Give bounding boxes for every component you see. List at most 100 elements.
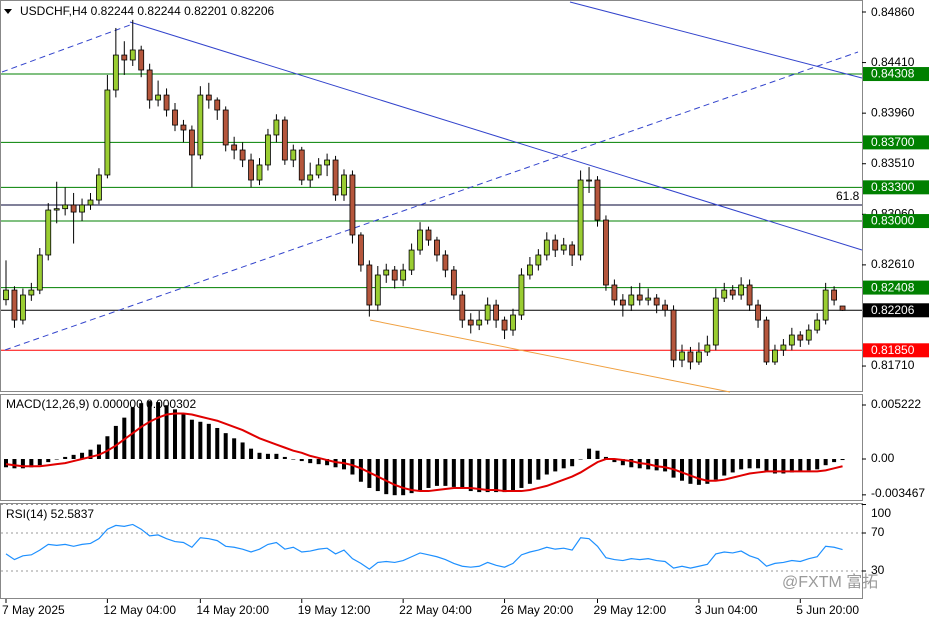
x-tick-label: 14 May 20:00: [196, 603, 269, 617]
macd-bar: [663, 459, 668, 472]
candle-body: [679, 351, 685, 361]
macd-bar: [629, 459, 634, 468]
macd-bar: [468, 459, 473, 492]
candle-body: [96, 174, 102, 201]
candle-body: [349, 174, 356, 236]
candle-body: [231, 144, 238, 151]
macd-bar: [603, 456, 608, 460]
macd-bar: [282, 456, 287, 460]
candle-body: [332, 159, 339, 196]
candle-body: [391, 269, 398, 281]
macd-bar: [291, 459, 296, 460]
trend-line: [569, 1, 863, 79]
candle-body: [205, 94, 212, 101]
candle-body: [772, 349, 778, 363]
candle-body: [155, 94, 162, 101]
macd-bar: [198, 421, 203, 460]
macd-bar: [739, 459, 744, 470]
macd-bar: [409, 459, 414, 494]
candle-body: [36, 254, 43, 291]
macd-bar: [485, 459, 490, 493]
candle-body: [281, 119, 288, 161]
candle-body: [324, 159, 331, 166]
rsi-line: [5, 523, 843, 570]
macd-bar: [80, 452, 85, 460]
macd-bar: [274, 453, 279, 460]
candle-body: [467, 319, 474, 326]
macd-bar: [358, 459, 363, 482]
macd-bar: [139, 403, 144, 460]
candle-body: [188, 129, 195, 156]
macd-bar: [96, 444, 101, 460]
macd-bar: [215, 427, 220, 460]
macd-bar: [544, 459, 549, 475]
candle-body: [265, 134, 271, 166]
macd-bar: [113, 425, 118, 460]
candle-body: [510, 314, 516, 331]
macd-bar: [527, 459, 532, 484]
candle-body: [611, 284, 618, 301]
candle-body: [45, 209, 52, 256]
candle-body: [273, 119, 280, 136]
macd-bar: [384, 459, 389, 495]
macd-bar: [578, 459, 583, 460]
candle-body: [527, 264, 533, 276]
candle-body: [763, 319, 770, 363]
macd-bar: [654, 459, 659, 471]
level-label: 0.84308: [871, 67, 915, 81]
candle-body: [121, 54, 128, 61]
candle-body: [805, 329, 812, 341]
rsi-panel: [0, 503, 863, 599]
macd-bar: [671, 459, 676, 478]
candle-body: [662, 304, 668, 311]
y-tick-label: 0.83960: [871, 105, 915, 119]
macd-bar: [519, 459, 524, 488]
candle-body: [222, 109, 229, 146]
candle-body: [146, 69, 153, 101]
macd-bar: [156, 402, 161, 460]
x-tick-label: 12 May 04:00: [103, 603, 176, 617]
candle-body: [374, 274, 381, 306]
candle-body: [138, 49, 145, 71]
macd-bar: [240, 442, 245, 460]
x-tick-label: 26 May 20:00: [501, 603, 574, 617]
macd-bar: [764, 459, 769, 472]
y-tick-label: 0.84860: [871, 5, 915, 19]
macd-bar: [680, 459, 684, 481]
y-tick-label: 70: [871, 525, 885, 539]
candle-body: [729, 289, 736, 296]
candle-body: [11, 289, 18, 321]
macd-bar: [71, 454, 76, 460]
candle-body: [3, 289, 9, 301]
candle-body: [645, 297, 652, 301]
candle-body: [239, 149, 246, 161]
candle-body: [628, 294, 635, 306]
candle-body: [197, 94, 204, 156]
candle-body: [214, 99, 221, 111]
macd-bar: [789, 459, 794, 473]
macd-bar: [536, 459, 541, 480]
rsi-title: RSI(14) 52.5837: [6, 507, 94, 521]
level-label: 0.83700: [871, 135, 915, 149]
y-tick-label: 30: [871, 563, 885, 577]
candle-body: [383, 269, 390, 276]
chart-title: USDCHF,H4 0.82244 0.82244 0.82201 0.8220…: [20, 4, 275, 18]
candle-body: [442, 254, 449, 271]
macd-bar: [105, 436, 110, 460]
level-label: 0.83300: [871, 180, 915, 194]
macd-bar: [37, 459, 42, 466]
x-tick-label: 5 Jun 20:00: [796, 603, 859, 617]
macd-bar: [46, 459, 51, 463]
candle-body: [79, 204, 85, 213]
macd-bar: [265, 453, 270, 460]
candle-body: [704, 344, 711, 353]
candle-body: [738, 284, 745, 296]
macd-bar: [12, 459, 17, 469]
macd-bar: [806, 459, 811, 471]
menu-arrow[interactable]: [4, 9, 12, 14]
macd-panel: [0, 394, 863, 501]
level-label: 0.81850: [871, 343, 915, 357]
level-label-box: [863, 280, 929, 295]
watermark: @FXTM 富拓: [782, 573, 878, 591]
